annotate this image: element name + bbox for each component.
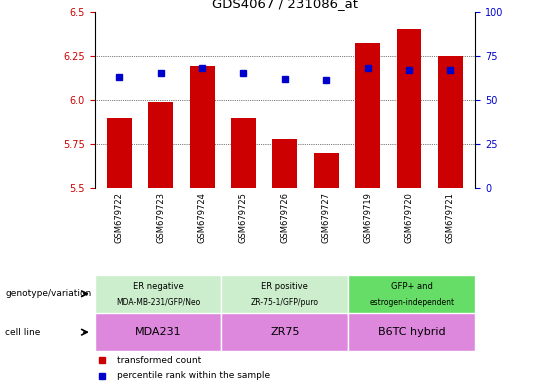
Bar xyxy=(348,313,475,351)
Text: GSM679721: GSM679721 xyxy=(446,192,455,243)
Text: GSM679725: GSM679725 xyxy=(239,192,248,243)
Bar xyxy=(221,275,348,313)
Text: transformed count: transformed count xyxy=(117,356,201,365)
Text: B6TC hybrid: B6TC hybrid xyxy=(378,327,446,337)
Bar xyxy=(438,56,463,188)
Bar xyxy=(148,102,173,188)
Text: MDA-MB-231/GFP/Neo: MDA-MB-231/GFP/Neo xyxy=(116,298,200,307)
Text: GFP+ and: GFP+ and xyxy=(391,282,433,291)
Bar xyxy=(107,118,132,188)
Text: GSM679724: GSM679724 xyxy=(198,192,207,243)
Bar xyxy=(221,313,348,351)
Bar xyxy=(348,275,475,313)
Text: GSM679720: GSM679720 xyxy=(404,192,414,243)
Bar xyxy=(314,153,339,188)
Bar xyxy=(94,313,221,351)
Text: estrogen-independent: estrogen-independent xyxy=(369,298,454,307)
Bar xyxy=(190,66,214,188)
Text: ZR75: ZR75 xyxy=(270,327,300,337)
Text: ER positive: ER positive xyxy=(261,282,308,291)
Text: GSM679723: GSM679723 xyxy=(156,192,165,243)
Text: MDA231: MDA231 xyxy=(134,327,181,337)
Text: genotype/variation: genotype/variation xyxy=(5,289,92,298)
Text: percentile rank within the sample: percentile rank within the sample xyxy=(117,371,271,380)
Text: ER negative: ER negative xyxy=(133,282,183,291)
Text: cell line: cell line xyxy=(5,328,41,337)
Title: GDS4067 / 231086_at: GDS4067 / 231086_at xyxy=(212,0,358,10)
Bar xyxy=(273,139,297,188)
Text: ZR-75-1/GFP/puro: ZR-75-1/GFP/puro xyxy=(251,298,319,307)
Text: GSM679719: GSM679719 xyxy=(363,192,372,243)
Bar xyxy=(355,43,380,188)
Text: GSM679726: GSM679726 xyxy=(280,192,289,243)
Text: GSM679727: GSM679727 xyxy=(322,192,330,243)
Bar xyxy=(94,275,221,313)
Bar xyxy=(231,118,256,188)
Bar xyxy=(396,29,421,188)
Text: GSM679722: GSM679722 xyxy=(115,192,124,243)
